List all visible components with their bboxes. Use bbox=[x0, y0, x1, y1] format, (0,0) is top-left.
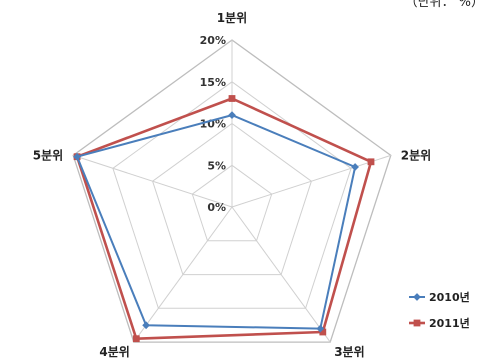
data-series bbox=[73, 95, 375, 343]
series-1 bbox=[73, 111, 359, 333]
grid-ring-4 bbox=[72, 39, 392, 343]
series-line bbox=[75, 97, 373, 341]
grid-spoke-5 bbox=[73, 154, 233, 208]
grid-spoke-3 bbox=[231, 206, 331, 343]
tick-label: 10% bbox=[200, 118, 226, 131]
legend-item: 2011년 bbox=[409, 316, 470, 330]
category-label: 1분위 bbox=[217, 11, 247, 25]
legend-label: 2011년 bbox=[429, 316, 470, 330]
data-point bbox=[142, 321, 150, 330]
legend-label: 2010년 bbox=[429, 290, 470, 304]
category-label: 2분위 bbox=[401, 148, 431, 162]
grid-ring-3 bbox=[112, 81, 352, 309]
category-labels: 1분위 2분위 3분위 4분위 5분위 bbox=[33, 11, 431, 359]
tick-label: 15% bbox=[200, 76, 226, 89]
category-label: 4분위 bbox=[99, 345, 129, 359]
data-point bbox=[73, 152, 81, 161]
grid-spoke-2 bbox=[231, 154, 391, 208]
category-label: 5분위 bbox=[33, 148, 63, 162]
data-point bbox=[367, 158, 375, 166]
legend: 2010년 2011년 bbox=[409, 290, 470, 330]
category-label: 3분위 bbox=[334, 345, 364, 359]
legend-item: 2010년 bbox=[409, 290, 470, 304]
legend-marker bbox=[413, 293, 421, 301]
data-point bbox=[132, 335, 140, 343]
data-point bbox=[351, 163, 359, 171]
data-point bbox=[228, 95, 236, 102]
unit-note: （단위： %） bbox=[405, 0, 484, 10]
grid-spoke-4 bbox=[133, 206, 233, 343]
series-line bbox=[76, 114, 357, 330]
tick-label: 20% bbox=[200, 34, 226, 47]
grid-ring-2 bbox=[152, 122, 312, 276]
data-point bbox=[316, 324, 325, 333]
data-point bbox=[228, 111, 236, 119]
radar-grid bbox=[72, 39, 392, 343]
radial-tick-labels: 0% 5% 10% 15% 20% bbox=[200, 34, 226, 214]
tick-label: 0% bbox=[207, 201, 226, 214]
legend-marker bbox=[413, 319, 421, 327]
tick-label: 5% bbox=[207, 159, 226, 172]
grid-ring-1 bbox=[191, 164, 273, 242]
